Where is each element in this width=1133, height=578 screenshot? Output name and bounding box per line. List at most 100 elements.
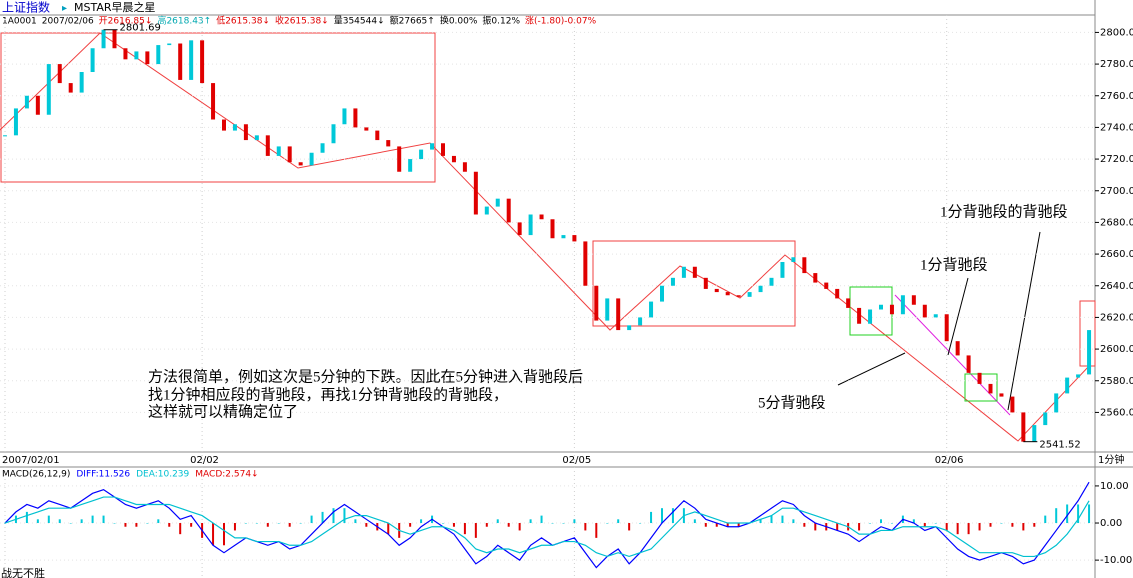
trend-line: [0, 32, 1091, 442]
macd-bar: [69, 523, 72, 524]
macd-bar: [1033, 523, 1036, 527]
y-tick-label: 2800.0: [1100, 27, 1133, 38]
trend-line: [894, 294, 1011, 416]
extreme-label: 2541.52: [1039, 440, 1080, 451]
macd-bar: [343, 508, 346, 524]
candle: [342, 108, 347, 125]
annotation: 这样就可以精确定位了: [148, 403, 298, 420]
candle: [824, 282, 829, 289]
candle: [441, 143, 445, 156]
macd-bar: [233, 523, 236, 531]
candle: [616, 298, 621, 331]
pointer: [947, 277, 969, 356]
candle: [451, 155, 456, 163]
candle: [955, 341, 960, 356]
macd-line: [4, 481, 1090, 569]
macd-bar: [726, 523, 729, 527]
candle: [1021, 412, 1026, 442]
candle: [309, 152, 314, 166]
macd-title: MACD(26,12,9): [2, 470, 70, 480]
footer: 战无不胜: [1, 566, 45, 578]
macd-bar: [518, 523, 521, 531]
candle: [649, 301, 654, 318]
macd-bar: [540, 515, 543, 524]
candle: [1087, 330, 1092, 375]
macd-bar: [4, 523, 6, 524]
annotation: 找1分钟相应段的背驰段，再找1分钟背驰段的背驰段，: [148, 385, 508, 403]
macd-bar: [277, 523, 280, 524]
candle: [692, 266, 697, 278]
macd-bar: [409, 523, 412, 527]
chart-title: 上证指数: [2, 0, 50, 15]
y-tick-label: 2600.0: [1100, 344, 1133, 355]
candle: [605, 298, 610, 321]
macd-bar: [792, 519, 795, 524]
macd-bar: [244, 523, 247, 524]
macd-line: [4, 496, 1090, 558]
macd-bar: [1088, 504, 1091, 524]
candle: [736, 295, 741, 297]
legend-entry: DEA:10.239: [136, 470, 189, 480]
candle: [506, 198, 511, 223]
macd-bar: [978, 523, 981, 531]
candle: [900, 295, 905, 315]
macd-bar: [255, 523, 258, 524]
macd-bar: [1011, 523, 1014, 527]
macd-bar: [266, 523, 269, 527]
y-tick-label: 2760.0: [1100, 91, 1133, 102]
macd-bar: [365, 523, 368, 527]
macd-bar: [737, 523, 740, 527]
macd-bar: [168, 523, 171, 527]
info-item: 振0.12%: [482, 15, 520, 27]
candle: [933, 314, 938, 318]
macd-bar: [715, 523, 718, 527]
macd-bar: [58, 519, 61, 524]
macd-bar: [912, 519, 915, 524]
x-tick-label: 02/06: [935, 455, 964, 466]
candle: [364, 127, 369, 131]
candle: [178, 43, 183, 80]
macd-bar: [157, 519, 160, 524]
candle: [287, 146, 292, 163]
candle: [528, 214, 533, 236]
candle: [857, 307, 862, 324]
macd-bar: [474, 523, 477, 538]
macd-bar: [869, 523, 872, 524]
macd-bar: [606, 523, 609, 524]
macd-bar: [507, 523, 510, 527]
macd-bar: [551, 523, 554, 524]
candle: [944, 314, 949, 342]
candle: [583, 241, 588, 286]
candle: [977, 372, 982, 384]
candle: [265, 135, 270, 156]
candle: [430, 143, 435, 150]
candle: [134, 51, 139, 60]
candle: [408, 159, 413, 172]
macd-bar: [1055, 508, 1058, 524]
macd-bar: [452, 523, 455, 527]
candle: [189, 40, 194, 80]
candle: [879, 304, 883, 310]
macd-bar: [310, 515, 313, 524]
pointer: [1007, 231, 1041, 411]
y-tick-label: 2700.0: [1100, 186, 1133, 197]
candle: [1054, 393, 1059, 413]
candle: [791, 257, 796, 262]
candle: [200, 40, 205, 84]
macd-bar: [639, 523, 642, 524]
zone-box: [592, 240, 796, 327]
macd-bar: [1077, 504, 1080, 524]
candle: [484, 206, 489, 215]
macd-bar: [223, 523, 225, 546]
y-tick-label: 2720.0: [1100, 154, 1133, 165]
macd-bar: [387, 523, 390, 535]
x-tick-label: 02/05: [562, 455, 591, 466]
macd-bar: [803, 523, 806, 527]
macd-bar: [102, 515, 105, 524]
annotation: 1分背驰段: [920, 256, 988, 273]
macd-bar: [945, 523, 948, 531]
candle: [419, 149, 424, 160]
info-item: 换0.00%: [440, 15, 478, 27]
macd-bar: [890, 523, 893, 524]
candle: [572, 235, 577, 242]
